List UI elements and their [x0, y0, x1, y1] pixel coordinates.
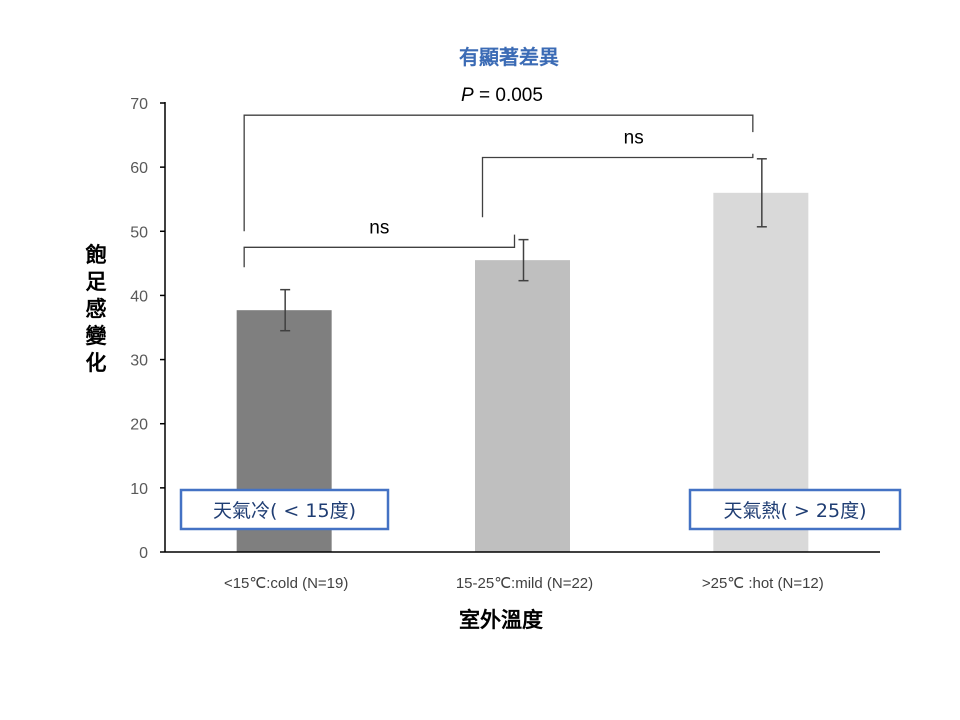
significance-label: ns	[624, 128, 644, 149]
bracket-3	[243, 234, 516, 268]
callouts-group: 天氣冷( < 15度) 天氣熱( > 25度)	[179, 488, 902, 531]
p-value: = 0.005	[474, 85, 543, 106]
x-tick-label: >25℃ :hot (N=12)	[702, 575, 824, 592]
y-axis-title-char: 化	[86, 351, 107, 375]
y-axis-title-char: 飽	[85, 243, 107, 267]
y-axis-title-char: 感	[86, 297, 107, 321]
y-axis-title: 飽足感變化	[85, 243, 108, 375]
x-axis-title: 室外溫度	[459, 608, 543, 632]
y-axis-title-char: 足	[86, 270, 107, 294]
y-tick-label: 0	[139, 545, 148, 562]
callout-text-1: 天氣冷( < 15度)	[213, 500, 356, 522]
y-tick-label: 40	[130, 288, 148, 305]
bracket-2	[481, 153, 754, 218]
significance-label: ns	[369, 217, 389, 238]
x-tick-label: <15℃:cold (N=19)	[224, 575, 348, 592]
y-tick-label: 70	[130, 96, 148, 113]
bar-2	[475, 260, 570, 552]
bars-group	[236, 192, 809, 553]
error-bars-group	[280, 158, 767, 332]
y-tick-label: 50	[130, 224, 148, 241]
significance-label: P = 0.005	[461, 85, 543, 106]
y-axis-title-char: 變	[86, 324, 108, 348]
y-tick-label: 20	[130, 417, 148, 434]
p-symbol: P	[461, 85, 474, 106]
bracket-1	[243, 114, 754, 232]
y-tick-label: 10	[130, 481, 148, 498]
callout-box-1	[179, 488, 390, 531]
x-axis: <15℃:cold (N=19) 15-25℃:mild (N=22) >25℃ :…	[165, 551, 880, 592]
callout-text-2: 天氣熱( > 25度)	[723, 500, 866, 522]
y-tick-label: 60	[130, 160, 148, 177]
callout-box-2	[688, 488, 902, 531]
y-tick-label: 30	[130, 353, 148, 370]
y-axis: 0 10 20 30 40 50 60 70	[130, 96, 166, 562]
x-tick-label: 15-25℃:mild (N=22)	[456, 575, 593, 592]
significance-brackets: P = 0.005 ns ns	[243, 85, 754, 268]
chart-title: 有顯著差異	[459, 45, 559, 69]
